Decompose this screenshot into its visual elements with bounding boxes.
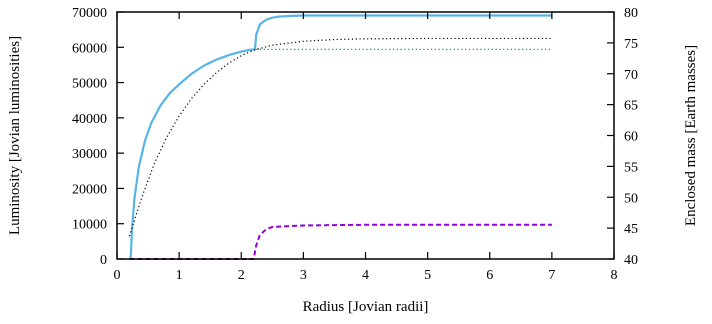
y-tick-label: 60000 bbox=[72, 41, 107, 56]
y2-tick-label: 50 bbox=[624, 191, 638, 206]
y2-tick-label: 45 bbox=[624, 222, 638, 237]
y2-tick-label: 55 bbox=[624, 160, 638, 175]
x-tick-label: 6 bbox=[486, 268, 493, 283]
y2-axis-label: Enclosed mass [Earth masses] bbox=[683, 45, 699, 226]
y-tick-label: 40000 bbox=[72, 112, 107, 127]
series-line-2 bbox=[129, 38, 551, 236]
x-tick-label: 2 bbox=[238, 268, 245, 283]
x-tick-label: 5 bbox=[424, 268, 431, 283]
series-line-1 bbox=[131, 16, 552, 259]
x-tick-label: 3 bbox=[300, 268, 307, 283]
ticks-layer: 0 1 2 3 4 5 6 7 80100002000030000400005000060000… bbox=[72, 6, 638, 283]
x-tick-label: 1 bbox=[176, 268, 183, 283]
x-tick-label: 7 bbox=[548, 268, 555, 283]
x-axis-label: Radius [Jovian radii] bbox=[303, 299, 429, 315]
y-axis-label: Luminosity [Jovian luminosities] bbox=[7, 36, 23, 235]
y-tick-label: 10000 bbox=[72, 218, 107, 233]
y-tick-label: 0 bbox=[100, 253, 107, 268]
x-tick-label: 8 bbox=[611, 268, 618, 283]
y-tick-label: 70000 bbox=[72, 6, 107, 21]
y-tick-label: 30000 bbox=[72, 147, 107, 162]
series-line-4 bbox=[129, 225, 551, 259]
y2-tick-label: 60 bbox=[624, 130, 638, 145]
y-tick-label: 20000 bbox=[72, 182, 107, 197]
series-layer bbox=[129, 16, 551, 259]
plot-frame bbox=[117, 12, 614, 259]
y-tick-label: 50000 bbox=[72, 77, 107, 92]
y2-tick-label: 70 bbox=[624, 68, 638, 83]
y2-tick-label: 80 bbox=[624, 6, 638, 21]
y2-tick-label: 75 bbox=[624, 37, 638, 52]
x-tick-label: 0 bbox=[114, 268, 121, 283]
x-tick-label: 4 bbox=[362, 268, 369, 283]
y2-tick-label: 65 bbox=[624, 99, 638, 114]
y2-tick-label: 40 bbox=[624, 253, 638, 268]
